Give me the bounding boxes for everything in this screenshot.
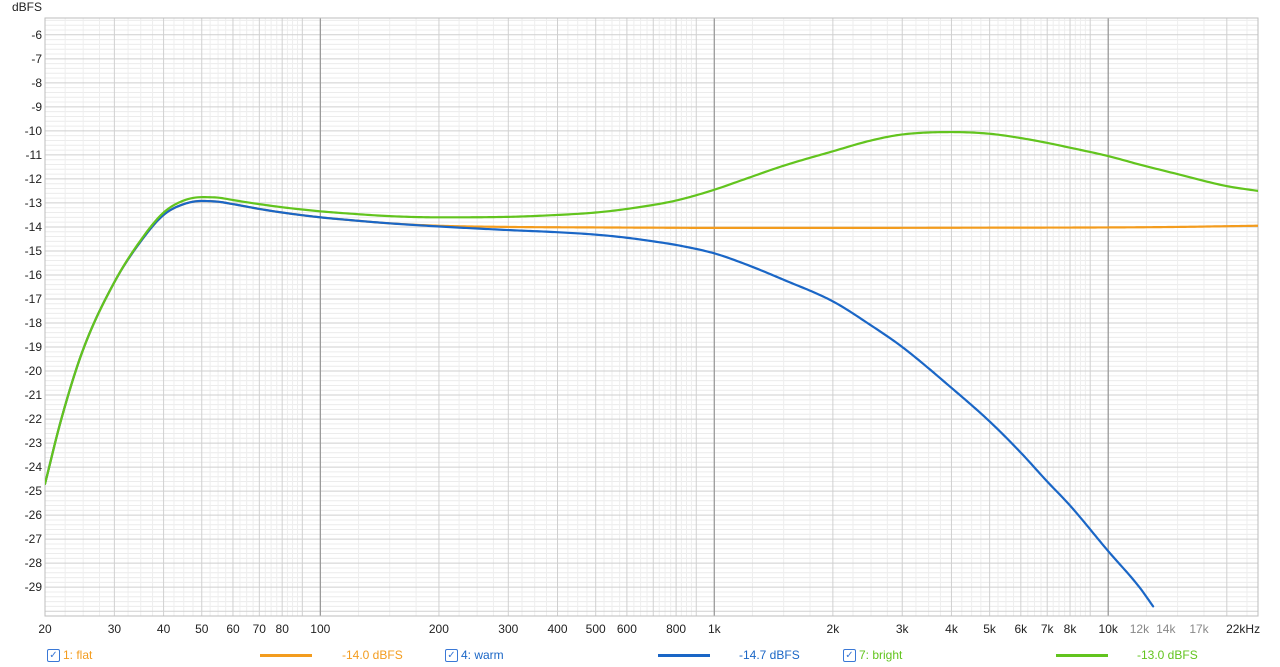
y-tick-label: -8: [31, 76, 42, 90]
x-tick-label: 6k: [1014, 622, 1028, 636]
y-axis-unit-label: dBFS: [12, 0, 42, 14]
x-tick-label: 600: [617, 622, 637, 636]
checkbox-checked-icon[interactable]: ✓: [445, 649, 458, 662]
x-tick-label: 8k: [1064, 622, 1078, 636]
legend-line-swatch: [260, 654, 312, 657]
y-tick-label: -10: [25, 124, 43, 138]
y-tick-label: -19: [25, 340, 43, 354]
y-tick-label: -23: [25, 436, 43, 450]
x-tick-label: 4k: [945, 622, 959, 636]
legend-series-value: -14.7 dBFS: [739, 648, 800, 662]
legend-series-value: -14.0 dBFS: [342, 648, 403, 662]
legend-item-flat[interactable]: ✓ 1: flat -14.0 dBFS: [47, 648, 427, 664]
y-tick-label: -7: [31, 52, 42, 66]
y-tick-label: -9: [31, 100, 42, 114]
x-tick-label: 80: [276, 622, 290, 636]
x-tick-label: 10k: [1099, 622, 1119, 636]
y-tick-label: -11: [26, 148, 43, 162]
checkbox-checked-icon[interactable]: ✓: [843, 649, 856, 662]
frequency-response-chart: -6 -7 -8 -9 -10 -11 -12 -13 -14 -15 -16 -17 -18 -19 -2…: [12, 0, 1260, 636]
legend-line-swatch: [1056, 654, 1108, 657]
legend-series-name: 4: warm: [461, 648, 504, 662]
x-tick-label: 50: [195, 622, 209, 636]
legend-item-warm[interactable]: ✓ 4: warm -14.7 dBFS: [445, 648, 825, 664]
x-tick-label: 60: [226, 622, 240, 636]
legend-series-value: -13.0 dBFS: [1137, 648, 1198, 662]
x-tick-label: 70: [253, 622, 267, 636]
x-tick-label: 800: [666, 622, 686, 636]
x-tick-label: 40: [157, 622, 171, 636]
minor-grid: [45, 18, 1258, 617]
y-tick-label: -29: [25, 580, 43, 594]
x-tick-label: 500: [586, 622, 606, 636]
legend-line-swatch: [658, 654, 710, 657]
x-tick-label: 22kHz: [1226, 622, 1260, 636]
y-tick-label: -14: [25, 220, 43, 234]
x-tick-label: 400: [547, 622, 567, 636]
plot-background: [45, 18, 1258, 616]
x-tick-label: 5k: [983, 622, 997, 636]
x-tick-label: 100: [310, 622, 330, 636]
legend-item-bright[interactable]: ✓ 7: bright -13.0 dBFS: [843, 648, 1223, 664]
y-tick-label: -6: [31, 28, 42, 42]
x-tick-label: 14k: [1156, 622, 1176, 636]
series-layer: [45, 130, 1258, 608]
y-axis-tick-labels: -6 -7 -8 -9 -10 -11 -12 -13 -14 -15 -16 -17 -18 -19 -2…: [25, 28, 43, 594]
x-tick-label: 30: [108, 622, 122, 636]
x-axis-tick-labels: 20 30 40 50 60 70 80 100 200 300 400 500 600 800 1k 2k 3…: [38, 622, 1260, 636]
checkbox-checked-icon[interactable]: ✓: [47, 649, 60, 662]
y-tick-label: -16: [25, 268, 43, 282]
x-tick-label: 3k: [896, 622, 910, 636]
y-tick-label: -17: [25, 292, 43, 306]
x-tick-label: 200: [429, 622, 449, 636]
legend-series-name: 1: flat: [63, 648, 93, 662]
x-tick-label: 1k: [708, 622, 722, 636]
y-tick-label: -25: [25, 484, 43, 498]
y-tick-label: -18: [25, 316, 43, 330]
y-tick-label: -12: [25, 172, 43, 186]
y-tick-label: -28: [25, 556, 43, 570]
x-tick-label: 17k: [1189, 622, 1209, 636]
legend-series-name: 7: bright: [859, 648, 903, 662]
y-tick-label: -13: [25, 196, 43, 210]
y-tick-label: -15: [25, 244, 43, 258]
x-tick-label: 2k: [827, 622, 841, 636]
x-tick-label: 12k: [1130, 622, 1150, 636]
plot-border: [44, 17, 1259, 617]
series-line-bright: [45, 130, 1258, 486]
x-tick-label: 20: [38, 622, 52, 636]
x-tick-label: 7k: [1041, 622, 1055, 636]
y-tick-label: -21: [25, 388, 43, 402]
y-tick-label: -20: [25, 364, 43, 378]
legend: ✓ 1: flat -14.0 dBFS ✓ 4: warm -14.7 dBF…: [0, 644, 1280, 667]
y-tick-label: -26: [25, 508, 43, 522]
y-tick-label: -22: [25, 412, 43, 426]
y-tick-label: -27: [25, 532, 43, 546]
y-tick-label: -24: [25, 460, 43, 474]
series-line-warm: [45, 199, 1155, 608]
major-grid: [44, 17, 1259, 617]
x-tick-label: 300: [498, 622, 518, 636]
